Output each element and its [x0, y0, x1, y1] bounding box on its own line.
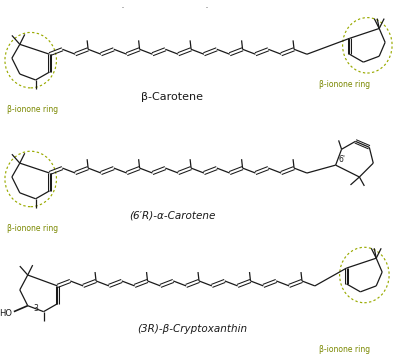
- Text: β-ionone ring: β-ionone ring: [7, 105, 58, 114]
- Text: (3R)-β-Cryptoxanthin: (3R)-β-Cryptoxanthin: [137, 325, 247, 334]
- Text: ·: ·: [205, 2, 209, 15]
- Text: HO: HO: [0, 309, 12, 318]
- Text: β-Carotene: β-Carotene: [141, 92, 203, 102]
- Text: ·: ·: [121, 2, 125, 15]
- Text: β-ionone ring: β-ionone ring: [319, 81, 370, 89]
- Text: β-ionone ring: β-ionone ring: [319, 345, 370, 354]
- Text: 6': 6': [338, 155, 345, 164]
- Text: β-ionone ring: β-ionone ring: [7, 224, 58, 233]
- Text: 3: 3: [33, 304, 38, 313]
- Text: (6′R)-α-Carotene: (6′R)-α-Carotene: [129, 211, 215, 221]
